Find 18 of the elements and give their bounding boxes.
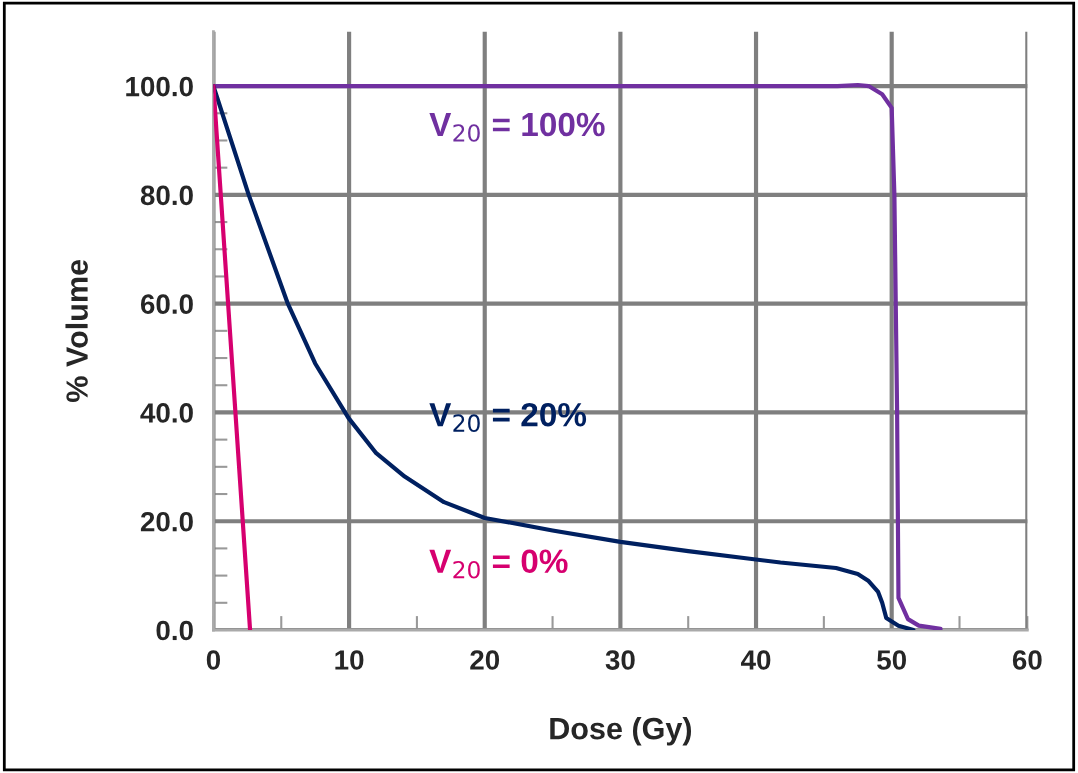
x-tick-label: 20	[470, 650, 500, 670]
x-axis-title: Dose (Gy)	[550, 717, 692, 746]
text: V$_{20}$ = 0%	[429, 549, 568, 579]
y-axis-title: % Volume	[65, 260, 88, 402]
x-tick-label: 30	[605, 650, 635, 670]
x-tick-label: 0	[206, 650, 221, 670]
y-tick-label: 0.0	[156, 620, 193, 641]
x-tick-label: 10	[335, 650, 364, 670]
x-tick-label: 40	[741, 650, 771, 670]
y-tick-label: 60.0	[140, 294, 193, 314]
x-tick-label: 50	[877, 650, 906, 670]
y-tick-label: 40.0	[140, 403, 193, 423]
x-tick-label: 60	[1012, 650, 1042, 670]
y-tick-label: 80.0	[140, 185, 193, 206]
y-tick-label: 100.0	[126, 76, 193, 97]
series-label: V$_{20}$ = 20%	[429, 402, 587, 432]
y-tick-label: 20.0	[140, 511, 193, 532]
series-label: V$_{20}$ = 100%	[429, 112, 605, 142]
